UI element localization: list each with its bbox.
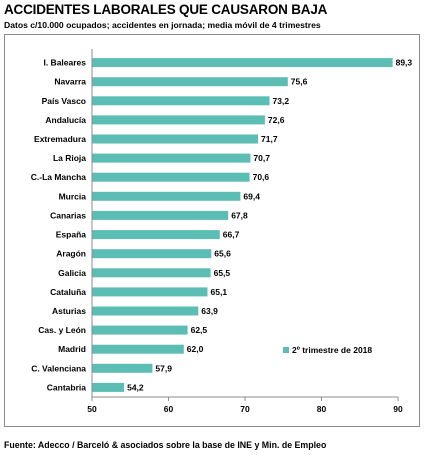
category-label: Asturias xyxy=(52,306,86,316)
value-label: 70,7 xyxy=(253,153,270,163)
category-label: C.-La Mancha xyxy=(31,172,87,182)
bar xyxy=(92,134,258,144)
category-label: Cas. y León xyxy=(38,325,86,335)
value-label: 63,9 xyxy=(201,306,218,316)
x-tick-label: 80 xyxy=(317,404,327,414)
source-note: Fuente: Adecco / Barceló & asociados sob… xyxy=(4,440,327,450)
value-label: 67,8 xyxy=(231,210,248,220)
bar-chart: I. Baleares 89,3 Navarra 75,6 País Vasco 73,2… xyxy=(31,49,413,414)
value-label: 69,4 xyxy=(243,191,260,201)
category-label: Extremadura xyxy=(34,134,86,144)
bar xyxy=(92,363,153,373)
bar xyxy=(92,382,125,392)
value-label: 65,1 xyxy=(211,287,228,297)
category-label: Madrid xyxy=(58,344,86,354)
category-label: Cataluña xyxy=(50,287,86,297)
value-label: 62,5 xyxy=(191,325,208,335)
category-label: País Vasco xyxy=(42,96,86,106)
value-label: 70,6 xyxy=(253,172,270,182)
category-label: Aragón xyxy=(56,249,86,259)
value-label: 54,2 xyxy=(127,382,144,392)
category-label: Cantabria xyxy=(47,382,86,392)
bar xyxy=(92,268,211,278)
chart-subtitle: Datos c/10.000 ocupados; accidentes en j… xyxy=(4,20,321,30)
bar xyxy=(92,172,250,182)
category-label: C. Valenciana xyxy=(31,363,86,373)
bar xyxy=(92,191,241,201)
category-label: Galicia xyxy=(58,268,86,278)
chart-frame: I. Baleares 89,3 Navarra 75,6 País Vasco 73,2… xyxy=(4,34,420,427)
bar xyxy=(92,249,212,259)
legend-label: 2º trimestre de 2018 xyxy=(292,345,372,355)
value-label: 65,6 xyxy=(214,249,231,259)
value-label: 71,7 xyxy=(261,134,278,144)
category-label: Murcia xyxy=(59,191,87,201)
x-tick-label: 60 xyxy=(164,404,174,414)
bar xyxy=(92,58,393,68)
category-label: Andalucía xyxy=(45,115,86,125)
bar xyxy=(92,153,251,163)
category-label: España xyxy=(56,230,87,240)
value-label: 75,6 xyxy=(291,77,308,87)
bar xyxy=(92,287,208,297)
category-label: La Rioja xyxy=(53,153,86,163)
bar xyxy=(92,230,220,240)
bar xyxy=(92,77,288,87)
bar xyxy=(92,210,229,220)
value-label: 62,0 xyxy=(187,344,204,354)
value-label: 72,6 xyxy=(268,115,285,125)
value-label: 89,3 xyxy=(396,58,413,68)
category-label: I. Baleares xyxy=(43,58,86,68)
bar xyxy=(92,115,265,125)
legend-swatch xyxy=(283,347,289,353)
category-label: Navarra xyxy=(54,77,86,87)
value-label: 73,2 xyxy=(273,96,290,106)
x-tick-label: 50 xyxy=(87,404,97,414)
value-label: 57,9 xyxy=(155,363,172,373)
bar xyxy=(92,344,184,354)
value-label: 65,5 xyxy=(214,268,231,278)
chart-title: ACCIDENTES LABORALES QUE CAUSARON BAJA xyxy=(4,2,328,17)
x-tick-label: 90 xyxy=(393,404,403,414)
x-tick-label: 70 xyxy=(240,404,250,414)
bar xyxy=(92,306,199,316)
bar xyxy=(92,96,270,106)
category-label: Canarias xyxy=(50,210,86,220)
value-label: 66,7 xyxy=(223,230,240,240)
bar xyxy=(92,325,188,335)
